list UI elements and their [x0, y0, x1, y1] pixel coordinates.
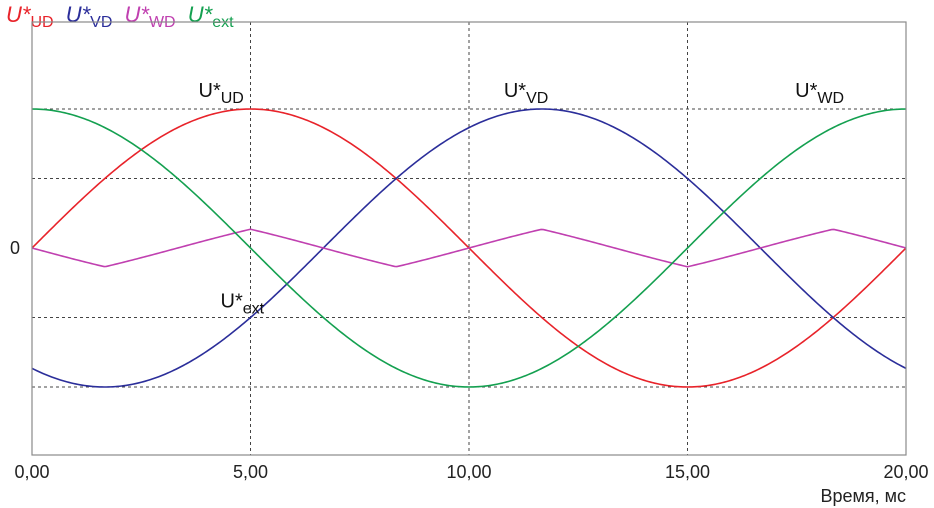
legend-item-ext: U*ext [187, 2, 234, 31]
series-group [31, 108, 907, 388]
series-line-uext [31, 108, 907, 388]
x-tick-label: 15,00 [665, 462, 710, 482]
x-tick-label: 10,00 [446, 462, 491, 482]
series-line-uwd [31, 228, 907, 268]
legend-vd-base: U* [65, 2, 91, 27]
tick-labels: 0,00 5,00 10,00 15,00 20,00 0 [10, 238, 929, 482]
legend-ud-base: U* [6, 2, 31, 27]
x-tick-label: 5,00 [233, 462, 268, 482]
annotation-VD: U*VD [504, 80, 548, 107]
plot-frame [31, 21, 907, 456]
annotation-UD: U*UD [199, 80, 244, 107]
legend-ext-base: U* [187, 2, 213, 27]
annotation-WD: U*WD [795, 80, 844, 107]
y-tick-label: 0 [10, 238, 20, 258]
x-tick-label: 0,00 [14, 462, 49, 482]
grid [32, 22, 906, 455]
x-axis-label: Время, мс [820, 486, 906, 506]
x-tick-label: 20,00 [883, 462, 928, 482]
annotation-ext: U*ext [221, 291, 265, 318]
legend-wd-base: U* [124, 2, 149, 27]
